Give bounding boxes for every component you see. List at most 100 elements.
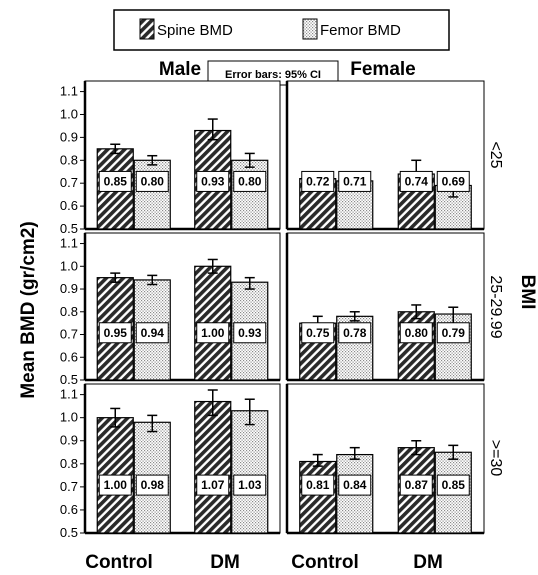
legend-label-spine: Spine BMD (157, 22, 233, 39)
bar-femor-dm (231, 159, 269, 230)
data-label-box (338, 322, 372, 344)
y-tick-label: 0.5 (60, 372, 78, 387)
data-label: 0.94 (141, 326, 165, 340)
y-tick-label: 0.6 (60, 349, 78, 364)
data-label: 0.75 (306, 326, 330, 340)
data-label-box (436, 474, 470, 496)
x-label-female-control: Control (291, 552, 359, 573)
y-tick-label: 0.6 (60, 198, 78, 213)
x-label-male-dm: DM (210, 552, 240, 573)
bar-femor-control (133, 159, 171, 230)
data-label: 0.87 (405, 478, 429, 492)
panels: 0.50.60.70.80.91.01.10.85 0.80 0.93 0.80 0.7… (60, 80, 485, 540)
y-tick-label: 0.9 (60, 433, 78, 448)
data-label: 0.78 (343, 326, 367, 340)
panel-male-row2: 0.5 0.6 0.7 0.8 0.9 1.0 1.1 0.95 0.94 1.00 0.93 (60, 232, 281, 387)
data-label-box (301, 474, 335, 496)
data-label-box (399, 322, 433, 344)
data-label: 0.95 (104, 326, 128, 340)
data-label-box (436, 170, 470, 192)
data-label: 0.85 (104, 174, 128, 188)
data-label-box (338, 170, 372, 192)
data-label-box (98, 170, 132, 192)
data-label: 0.79 (442, 326, 466, 340)
legend-frame (113, 9, 450, 51)
panel-male-row3: 0.5 0.6 0.7 0.8 0.9 1.0 1.1 1.00 0.98 1.07 1.03 (60, 383, 281, 540)
panel-male-row1: 0.5 0.6 0.7 0.8 0.9 1.0 1.1 0.85 0.80 0.93 0.80 (60, 80, 281, 236)
data-label: 1.00 (201, 326, 225, 340)
legend-label-femor: Femor BMD (320, 22, 401, 39)
y-tick-label: 1.0 (60, 410, 78, 425)
data-label-box (399, 474, 433, 496)
data-label-box (233, 322, 267, 344)
data-label-box (301, 170, 335, 192)
data-label-box (233, 170, 267, 192)
data-label-box (196, 322, 230, 344)
y-tick-label: 0.5 (60, 221, 78, 236)
row-label-bmi-25-29: 25-29.99 (487, 275, 504, 338)
data-label: 0.74 (405, 174, 429, 188)
y-tick-label: 0.9 (60, 129, 78, 144)
data-label-box (196, 474, 230, 496)
y-tick-label: 0.7 (60, 479, 78, 494)
y-tick-label: 0.7 (60, 327, 78, 342)
data-label: 0.93 (238, 326, 262, 340)
y-axis-label: Mean BMD (gr/cm2) (18, 221, 39, 398)
y-tick-label: 0.8 (60, 152, 78, 167)
panel-female-row3: 0.81 0.84 0.87 0.85 (285, 383, 485, 535)
bar-spine-dm (397, 311, 435, 381)
data-label: 0.72 (306, 174, 330, 188)
legend: Spine BMD Femor BMD (113, 9, 450, 51)
data-label: 0.80 (238, 174, 262, 188)
data-label: 0.93 (201, 174, 225, 188)
y-tick-label: 1.0 (60, 258, 78, 273)
data-label: 1.00 (104, 478, 128, 492)
data-label-box (135, 322, 169, 344)
data-label-box (338, 474, 372, 496)
y-tick-label: 1.1 (60, 84, 78, 99)
data-label-box (196, 170, 230, 192)
data-label: 0.98 (141, 478, 165, 492)
data-label-box (135, 170, 169, 192)
data-label-box (301, 322, 335, 344)
data-label-box (436, 322, 470, 344)
data-label-box (399, 170, 433, 192)
data-label-box (135, 474, 169, 496)
data-label: 0.85 (442, 478, 466, 492)
legend-swatch-femor (302, 18, 318, 40)
y-tick-label: 1.0 (60, 106, 78, 121)
y-tick-label: 1.1 (60, 236, 78, 251)
bar-femor-dm (231, 410, 269, 534)
y-tick-label: 0.6 (60, 502, 78, 517)
data-label: 0.80 (405, 326, 429, 340)
y-tick-label: 0.8 (60, 304, 78, 319)
bar-spine-dm (194, 400, 232, 534)
column-header-male: Male (159, 59, 201, 80)
y-tick-label: 0.9 (60, 281, 78, 296)
column-header-female: Female (350, 59, 415, 80)
y-tick-label: 1.1 (60, 387, 78, 402)
x-label-female-dm: DM (413, 552, 443, 573)
data-label: 1.07 (201, 478, 225, 492)
x-label-male-control: Control (85, 552, 153, 573)
legend-swatch-spine (139, 18, 155, 40)
data-label-box (233, 474, 267, 496)
data-label: 0.80 (141, 174, 165, 188)
row-facet-title: BMI (517, 275, 538, 310)
data-label: 0.69 (442, 174, 466, 188)
data-label: 1.03 (238, 478, 262, 492)
data-label-box (98, 322, 132, 344)
row-label-bmi-lt25: <25 (487, 141, 504, 168)
y-tick-label: 0.5 (60, 525, 78, 540)
y-tick-label: 0.8 (60, 456, 78, 471)
row-label-bmi-ge30: >=30 (487, 440, 504, 477)
data-label: 0.81 (306, 478, 330, 492)
y-tick-label: 0.7 (60, 175, 78, 190)
data-label-box (98, 474, 132, 496)
panel-female-row1: 0.72 0.71 0.74 0.69 (285, 80, 485, 231)
bar-spine-control (299, 460, 337, 534)
panel-female-row2: 0.75 0.78 0.80 0.79 (285, 232, 485, 382)
data-label: 0.71 (343, 174, 367, 188)
error-bar-note-text: Error bars: 95% CI (225, 69, 321, 81)
